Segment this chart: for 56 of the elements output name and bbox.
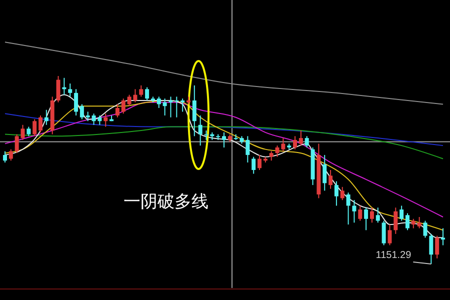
candlestick xyxy=(388,224,392,246)
candlestick xyxy=(222,132,226,148)
candlestick xyxy=(370,207,374,224)
candlestick xyxy=(168,96,173,118)
candlestick xyxy=(68,83,72,98)
candlestick xyxy=(156,96,161,108)
candlestick xyxy=(358,205,362,222)
candlestick xyxy=(192,84,196,137)
candlestick xyxy=(405,212,410,231)
candlestick xyxy=(162,98,167,116)
candlestick xyxy=(352,200,356,224)
candlestick xyxy=(20,124,25,140)
candlestick xyxy=(441,228,445,246)
candlestick xyxy=(80,104,84,120)
candlestick xyxy=(32,118,37,137)
candlestick xyxy=(435,235,440,259)
candlestick xyxy=(304,136,309,148)
candlestick xyxy=(394,207,398,234)
candlestick xyxy=(14,134,19,154)
candlestick xyxy=(252,156,256,174)
candlestick xyxy=(364,207,368,231)
candlestick xyxy=(3,150,7,163)
candlestick xyxy=(423,220,428,238)
candlestick xyxy=(121,98,126,114)
candlestick xyxy=(145,86,150,101)
candlestick xyxy=(429,233,434,264)
candlestick xyxy=(258,154,262,170)
candlestick xyxy=(74,88,78,116)
candlestick xyxy=(400,205,404,222)
candlestick xyxy=(139,84,144,98)
candlestick xyxy=(298,130,303,146)
candlestick xyxy=(26,126,31,137)
candlestick xyxy=(86,111,90,122)
candlestick xyxy=(204,130,208,140)
candlestick xyxy=(346,192,350,226)
candlestick xyxy=(411,218,416,229)
candlestick xyxy=(340,186,344,201)
candlestick xyxy=(104,113,108,128)
candlestick xyxy=(334,180,338,206)
candlestick xyxy=(382,220,386,246)
candlestick xyxy=(8,148,13,162)
candlestick xyxy=(198,114,202,146)
candlestick xyxy=(56,76,60,103)
candlestick xyxy=(174,96,179,118)
candlestick xyxy=(269,150,274,162)
annotation: 一阴破多线 xyxy=(124,192,208,212)
candlestick xyxy=(180,98,185,112)
candlestick xyxy=(293,136,298,150)
candlestick xyxy=(376,207,380,224)
candlestick xyxy=(328,170,333,190)
candlestick xyxy=(417,216,422,229)
candlestick xyxy=(44,109,48,126)
candlestick xyxy=(115,104,120,118)
annotation: 1151.29 xyxy=(376,250,412,261)
candlestick xyxy=(38,114,43,133)
candlestick xyxy=(322,154,327,192)
